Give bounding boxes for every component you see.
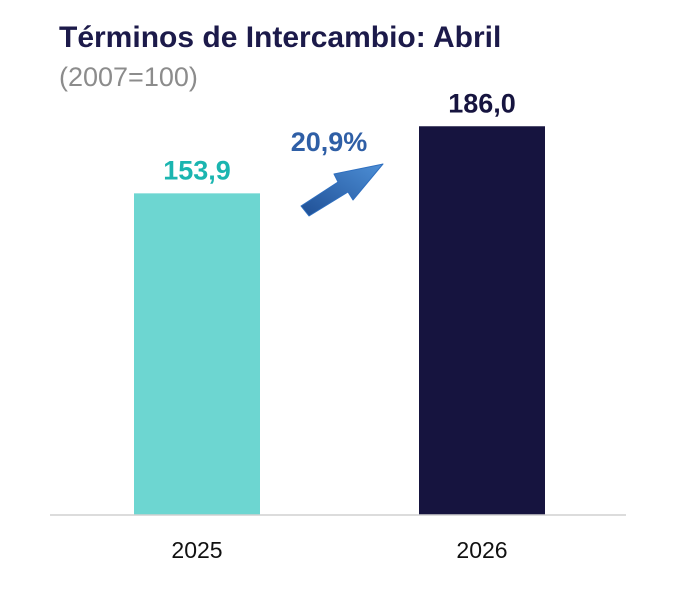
bar-2025	[134, 193, 260, 515]
chart-subtitle: (2007=100)	[59, 62, 198, 92]
x-tick-label-2025: 2025	[171, 537, 222, 563]
growth-percentage-label: 20,9%	[291, 127, 368, 157]
chart-title: Términos de Intercambio: Abril	[59, 21, 502, 54]
value-label-2026: 186,0	[448, 88, 516, 118]
value-label-2025: 153,9	[163, 155, 231, 185]
bar-2026	[419, 126, 545, 515]
x-tick-label-2026: 2026	[456, 537, 507, 563]
growth-arrow-icon	[300, 163, 384, 217]
